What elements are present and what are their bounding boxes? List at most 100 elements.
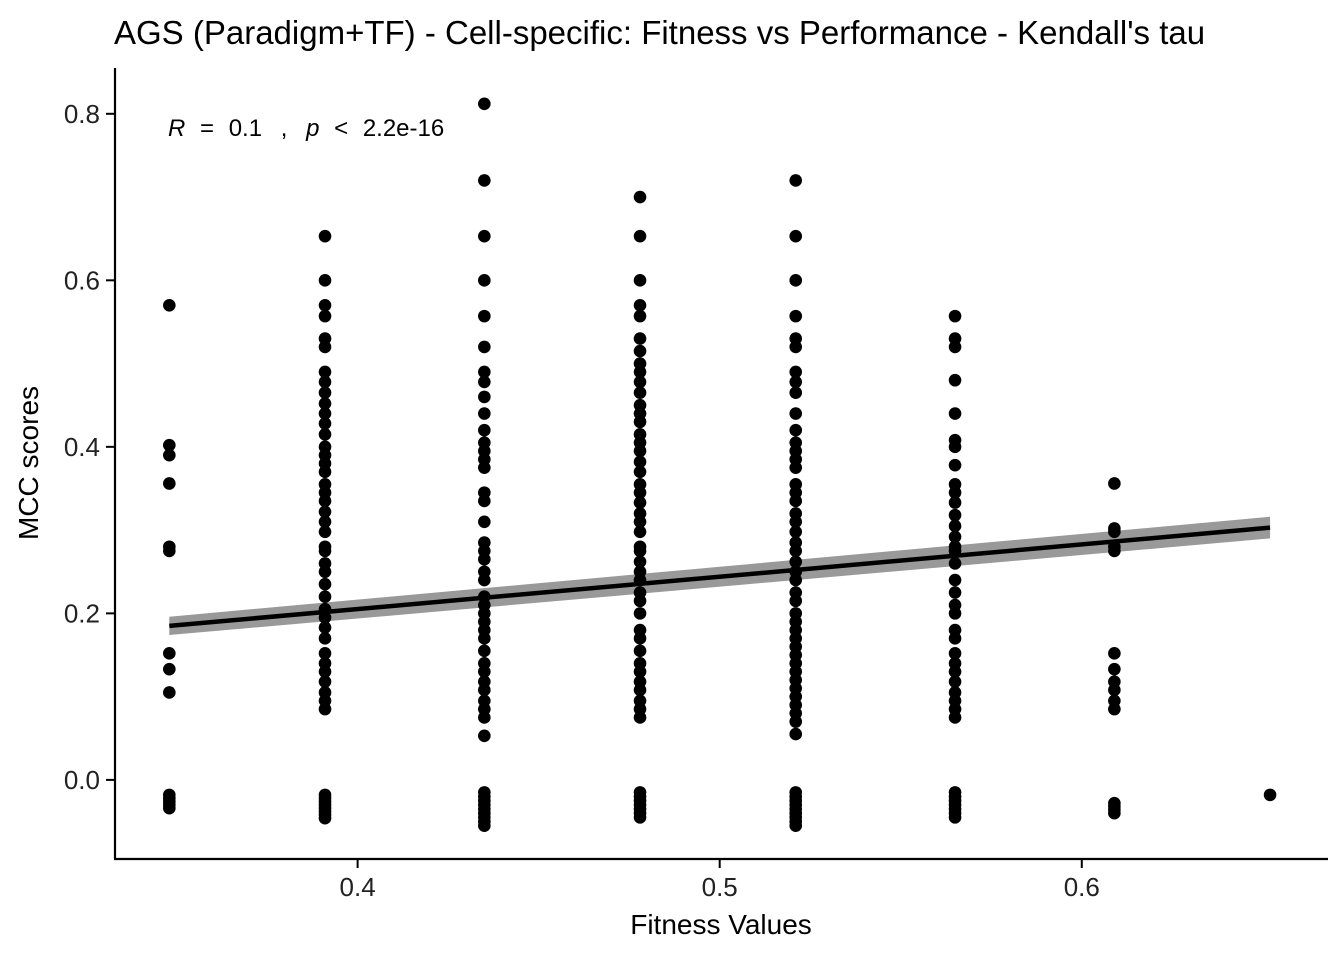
data-point — [163, 647, 176, 660]
r-value: 0.1 — [229, 115, 262, 142]
data-point — [163, 299, 176, 312]
x-tick-label: 0.6 — [1064, 872, 1100, 902]
data-point — [1108, 683, 1121, 697]
data-point — [318, 632, 332, 645]
data-point — [163, 801, 176, 815]
data-point — [478, 729, 491, 743]
data-point — [478, 423, 491, 437]
data-point — [789, 274, 803, 287]
data-point — [318, 675, 332, 688]
data-point — [789, 715, 803, 728]
data-point — [478, 309, 491, 323]
data-point — [633, 299, 647, 312]
data-point — [163, 477, 176, 490]
data-point — [478, 340, 491, 354]
data-point — [948, 675, 962, 688]
y-axis-ticks: 0.0 0.2 0.4 0.6 0.8 — [64, 99, 115, 795]
data-point — [948, 407, 962, 420]
data-point — [789, 386, 803, 400]
data-point — [633, 665, 647, 678]
data-point — [789, 423, 803, 437]
data-point — [318, 494, 332, 508]
data-point — [789, 375, 803, 389]
x-tick-label: 0.5 — [702, 872, 738, 902]
data-point — [318, 577, 332, 591]
data-point — [633, 415, 647, 429]
data-point — [318, 417, 332, 430]
x-tick-label: 0.4 — [340, 872, 376, 902]
data-point — [318, 274, 332, 287]
data-point — [318, 565, 332, 579]
data-point — [1108, 702, 1121, 716]
data-point — [163, 438, 176, 452]
data-point — [478, 375, 491, 389]
data-point — [948, 486, 962, 499]
data-point — [318, 340, 332, 354]
data-point — [478, 683, 491, 697]
data-point — [633, 525, 647, 539]
data-point — [789, 174, 803, 187]
data-point — [318, 811, 332, 825]
data-point — [789, 407, 803, 420]
correlation-annotation: R = 0.1 , p < 2.2e-16 — [168, 115, 444, 142]
data-point — [478, 573, 491, 587]
data-point — [318, 428, 332, 441]
data-point — [318, 525, 332, 539]
data-point — [633, 683, 647, 697]
data-point — [633, 386, 647, 400]
p-value: 2.2e-16 — [363, 115, 444, 142]
regression-line-group — [169, 525, 1271, 629]
data-point — [633, 444, 647, 458]
data-point — [633, 309, 647, 323]
data-point — [948, 458, 962, 472]
data-point — [478, 229, 491, 243]
data-point — [789, 229, 803, 243]
data-point — [478, 819, 491, 832]
data-point — [478, 461, 491, 474]
data-point — [478, 711, 491, 724]
data-point — [789, 515, 803, 529]
data-point — [478, 97, 491, 111]
data-point — [789, 494, 803, 508]
data-point — [789, 365, 803, 379]
data-point — [633, 465, 647, 479]
data-point — [948, 632, 962, 645]
data-point — [1108, 647, 1121, 660]
data-point — [478, 407, 491, 420]
data-point — [478, 365, 491, 379]
data-point — [948, 811, 962, 824]
data-point — [318, 515, 332, 529]
data-point — [948, 373, 962, 387]
data-point — [163, 662, 176, 676]
data-point — [1108, 544, 1121, 558]
data-point — [478, 515, 491, 529]
data-point — [1108, 525, 1121, 539]
data-point — [163, 544, 176, 558]
data-point — [163, 686, 176, 699]
data-point — [789, 309, 803, 323]
data-point — [478, 174, 491, 187]
data-point — [948, 496, 962, 509]
stat-comma: , — [281, 115, 288, 142]
r-symbol: R — [168, 115, 185, 142]
data-point — [789, 573, 803, 587]
data-point — [633, 555, 647, 569]
data-point — [318, 229, 332, 243]
data-point — [318, 375, 332, 389]
data-point — [478, 665, 491, 678]
data-point — [789, 340, 803, 354]
data-point — [633, 496, 647, 509]
x-axis-ticks: 0.4 0.5 0.6 — [340, 859, 1100, 902]
data-point — [318, 309, 332, 323]
data-point — [318, 386, 332, 400]
data-point — [478, 552, 491, 566]
x-axis-title: Fitness Values — [630, 909, 812, 940]
data-point — [948, 647, 962, 660]
data-point — [633, 486, 647, 499]
data-point — [633, 190, 647, 204]
data-point — [948, 665, 962, 678]
data-point — [318, 544, 332, 558]
p-less-than: < — [334, 115, 348, 142]
data-point — [633, 811, 647, 824]
